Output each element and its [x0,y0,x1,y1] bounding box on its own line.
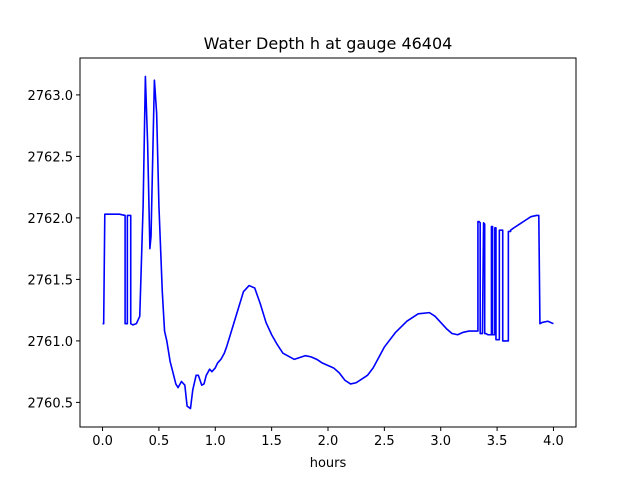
y-tick-label: 2762.5 [28,150,74,165]
x-tick-label: 1.0 [205,434,226,449]
y-tick-label: 2761.5 [28,273,74,288]
plot-area [102,75,554,410]
x-axis-ticks: 0.0 0.5 1.0 1.5 2.0 2.5 3.0 3.5 4.0 [92,427,564,449]
y-tick-label: 2761.0 [28,335,74,350]
x-axis-label: hours [310,456,347,471]
x-tick-label: 3.0 [430,434,451,449]
x-tick-label: 3.5 [487,434,508,449]
y-tick-label: 2763.0 [28,89,74,104]
x-tick-label: 4.0 [543,434,564,449]
x-tick-label: 0.0 [92,434,113,449]
y-axis-ticks: 2760.5 2761.0 2761.5 2762.0 2762.5 2763.0 [28,89,80,411]
y-tick-label: 2762.0 [28,212,74,227]
x-tick-label: 1.5 [261,434,282,449]
x-tick-label: 2.0 [318,434,339,449]
axes-frame [79,57,577,428]
y-tick-label: 2760.5 [28,396,74,411]
x-tick-label: 0.5 [149,434,170,449]
chart-title: Water Depth h at gauge 46404 [204,34,453,53]
series-line-0 [102,75,554,410]
x-tick-label: 2.5 [374,434,395,449]
